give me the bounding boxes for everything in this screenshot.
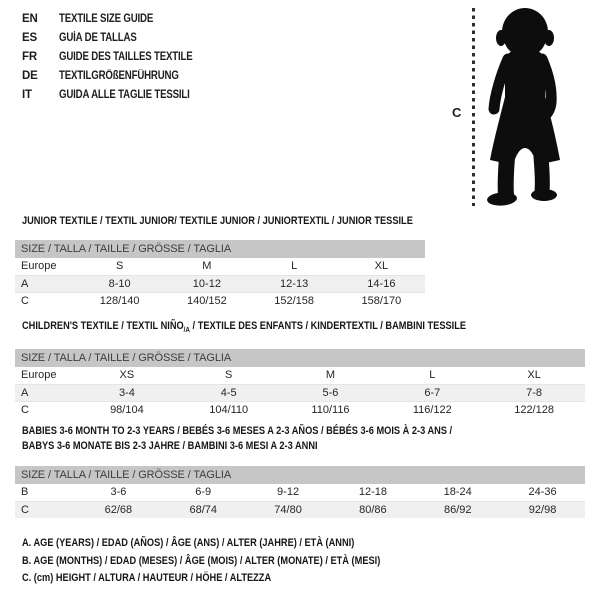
- table-row: Europe XS S M L XL: [15, 367, 585, 385]
- size-cell: 122/128: [514, 403, 554, 416]
- size-cell: 116/122: [412, 403, 452, 416]
- size-cell: 12-13: [280, 277, 309, 290]
- table-row: C 128/140 140/152 152/158 158/170: [15, 292, 425, 309]
- size-cell: 24-36: [528, 486, 557, 499]
- size-table-junior: Europe S M L XL A 8-10 10-12 12-13 14-16…: [15, 258, 425, 309]
- row-label: Europe: [21, 369, 57, 382]
- language-list: EN TEXTILE SIZE GUIDE ES GUÍA DE TALLAS …: [22, 9, 218, 104]
- row-label: A: [21, 277, 29, 290]
- section-babies-textile: BABIES 3-6 MONTH TO 2-3 YEARS / BEBÉS 3-…: [15, 424, 585, 518]
- row-label: B: [21, 486, 29, 499]
- size-table-children: Europe XS S M L XL A 3-4 4-5 5-6 6-7 7-8…: [15, 367, 585, 418]
- section-title-line1: BABIES 3-6 MONTH TO 2-3 YEARS / BEBÉS 3-…: [22, 425, 453, 437]
- language-code: EN: [22, 12, 38, 25]
- size-cell: XL: [374, 260, 389, 273]
- language-row: EN TEXTILE SIZE GUIDE: [22, 9, 218, 28]
- language-row: FR GUIDE DES TAILLES TEXTILE: [22, 47, 218, 66]
- size-cell: 3-6: [110, 486, 127, 499]
- row-label: C: [21, 503, 29, 516]
- table-row: B 3-6 6-9 9-12 12-18 18-24 24-36: [15, 484, 585, 501]
- section-title: CHILDREN'S TEXTILE / TEXTIL NIÑO/A / TEX…: [22, 320, 467, 335]
- size-cell: 158/170: [361, 294, 402, 307]
- language-title: GUIDE DES TAILLES TEXTILE: [59, 50, 193, 63]
- table-row: A 3-4 4-5 5-6 6-7 7-8: [15, 384, 585, 402]
- language-row: IT GUIDA ALLE TAGLIE TESSILI: [22, 85, 218, 104]
- size-cell: 6-7: [424, 386, 441, 399]
- size-cell: 86/92: [443, 503, 472, 516]
- size-cell: 80/86: [359, 503, 387, 516]
- row-label: C: [21, 294, 29, 307]
- size-cell: XL: [527, 369, 541, 382]
- size-cell: 12-18: [358, 486, 387, 499]
- size-cell: M: [202, 260, 212, 273]
- size-cell: S: [225, 369, 233, 382]
- language-code: DE: [22, 69, 38, 82]
- size-cell: M: [325, 369, 336, 382]
- section-junior-textile: JUNIOR TEXTILE / TEXTIL JUNIOR/ TEXTILE …: [15, 215, 425, 309]
- size-cell: 4-5: [220, 386, 237, 399]
- size-cell: 62/68: [104, 503, 133, 516]
- row-label: A: [21, 386, 29, 399]
- size-cell: 6-9: [195, 486, 212, 499]
- size-table-babies: B 3-6 6-9 9-12 12-18 18-24 24-36 C 62/68…: [15, 484, 585, 518]
- size-cell: S: [115, 260, 124, 273]
- size-cell: 140/152: [186, 294, 227, 307]
- language-code: ES: [22, 31, 37, 44]
- size-cell: 5-6: [322, 386, 339, 399]
- size-cell: 3-4: [118, 386, 135, 399]
- size-cell: L: [429, 369, 436, 382]
- size-cell: L: [291, 260, 298, 273]
- table-row: Europe S M L XL: [15, 258, 425, 275]
- size-cell: 10-12: [192, 277, 221, 290]
- table-row: C 62/68 68/74 74/80 80/86 86/92 92/98: [15, 501, 585, 518]
- size-header-bar: SIZE / TALLA / TAILLE / GRÖSSE / TAGLIA: [15, 466, 585, 484]
- size-header-bar: SIZE / TALLA / TAILLE / GRÖSSE / TAGLIA: [15, 349, 585, 368]
- section-childrens-textile: CHILDREN'S TEXTILE / TEXTIL NIÑO/A / TEX…: [15, 320, 585, 418]
- size-cell: XS: [119, 369, 135, 382]
- size-cell: 7-8: [526, 386, 543, 399]
- row-label: Europe: [21, 260, 57, 273]
- height-label-c: C: [452, 105, 462, 120]
- size-cell: 68/74: [189, 503, 217, 516]
- language-code: FR: [22, 50, 37, 63]
- footnote-a: A. AGE (YEARS) / EDAD (AÑOS) / ÂGE (ANS)…: [22, 537, 355, 549]
- baby-silhouette-icon: [487, 8, 560, 206]
- language-row: ES GUÍA DE TALLAS: [22, 28, 218, 47]
- language-title: GUIDA ALLE TAGLIE TESSILI: [59, 88, 190, 101]
- size-cell: 8-10: [108, 277, 131, 290]
- size-cell: 18-24: [443, 486, 472, 499]
- section-title-line2: BABYS 3-6 MONATE BIS 2-3 JAHRE / BAMBINI…: [22, 440, 318, 452]
- language-title: GUÍA DE TALLAS: [59, 31, 137, 44]
- size-cell: 74/80: [274, 503, 302, 516]
- language-title: TEXTILE SIZE GUIDE: [59, 12, 154, 25]
- size-header-bar: SIZE / TALLA / TAILLE / GRÖSSE / TAGLIA: [15, 240, 425, 258]
- size-cell: 152/158: [274, 294, 314, 307]
- footnote-b: B. AGE (MONTHS) / EDAD (MESES) / ÂGE (MO…: [22, 554, 381, 567]
- height-dashed-line: [472, 8, 475, 206]
- size-cell: 14-16: [367, 277, 396, 290]
- size-cell: 92/98: [528, 503, 557, 516]
- row-label: C: [21, 403, 29, 416]
- language-title: TEXTILGRÖßENFÜHRUNG: [59, 69, 179, 82]
- size-cell: 128/140: [99, 294, 140, 307]
- footnotes: A. AGE (YEARS) / EDAD (AÑOS) / ÂGE (ANS)…: [22, 535, 449, 588]
- table-row: C 98/104 104/110 110/116 116/122 122/128: [15, 401, 585, 418]
- size-cell: 104/110: [209, 403, 249, 416]
- size-cell: 9-12: [277, 486, 300, 499]
- section-title: JUNIOR TEXTILE / TEXTIL JUNIOR/ TEXTILE …: [22, 215, 413, 227]
- language-row: DE TEXTILGRÖßENFÜHRUNG: [22, 66, 218, 85]
- size-cell: 98/104: [110, 403, 144, 416]
- size-cell: 110/116: [311, 403, 350, 416]
- footnote-c: C. (cm) HEIGHT / ALTURA / HAUTEUR / HÖHE…: [22, 572, 272, 584]
- language-code: IT: [22, 88, 32, 101]
- table-row: A 8-10 10-12 12-13 14-16: [15, 275, 425, 292]
